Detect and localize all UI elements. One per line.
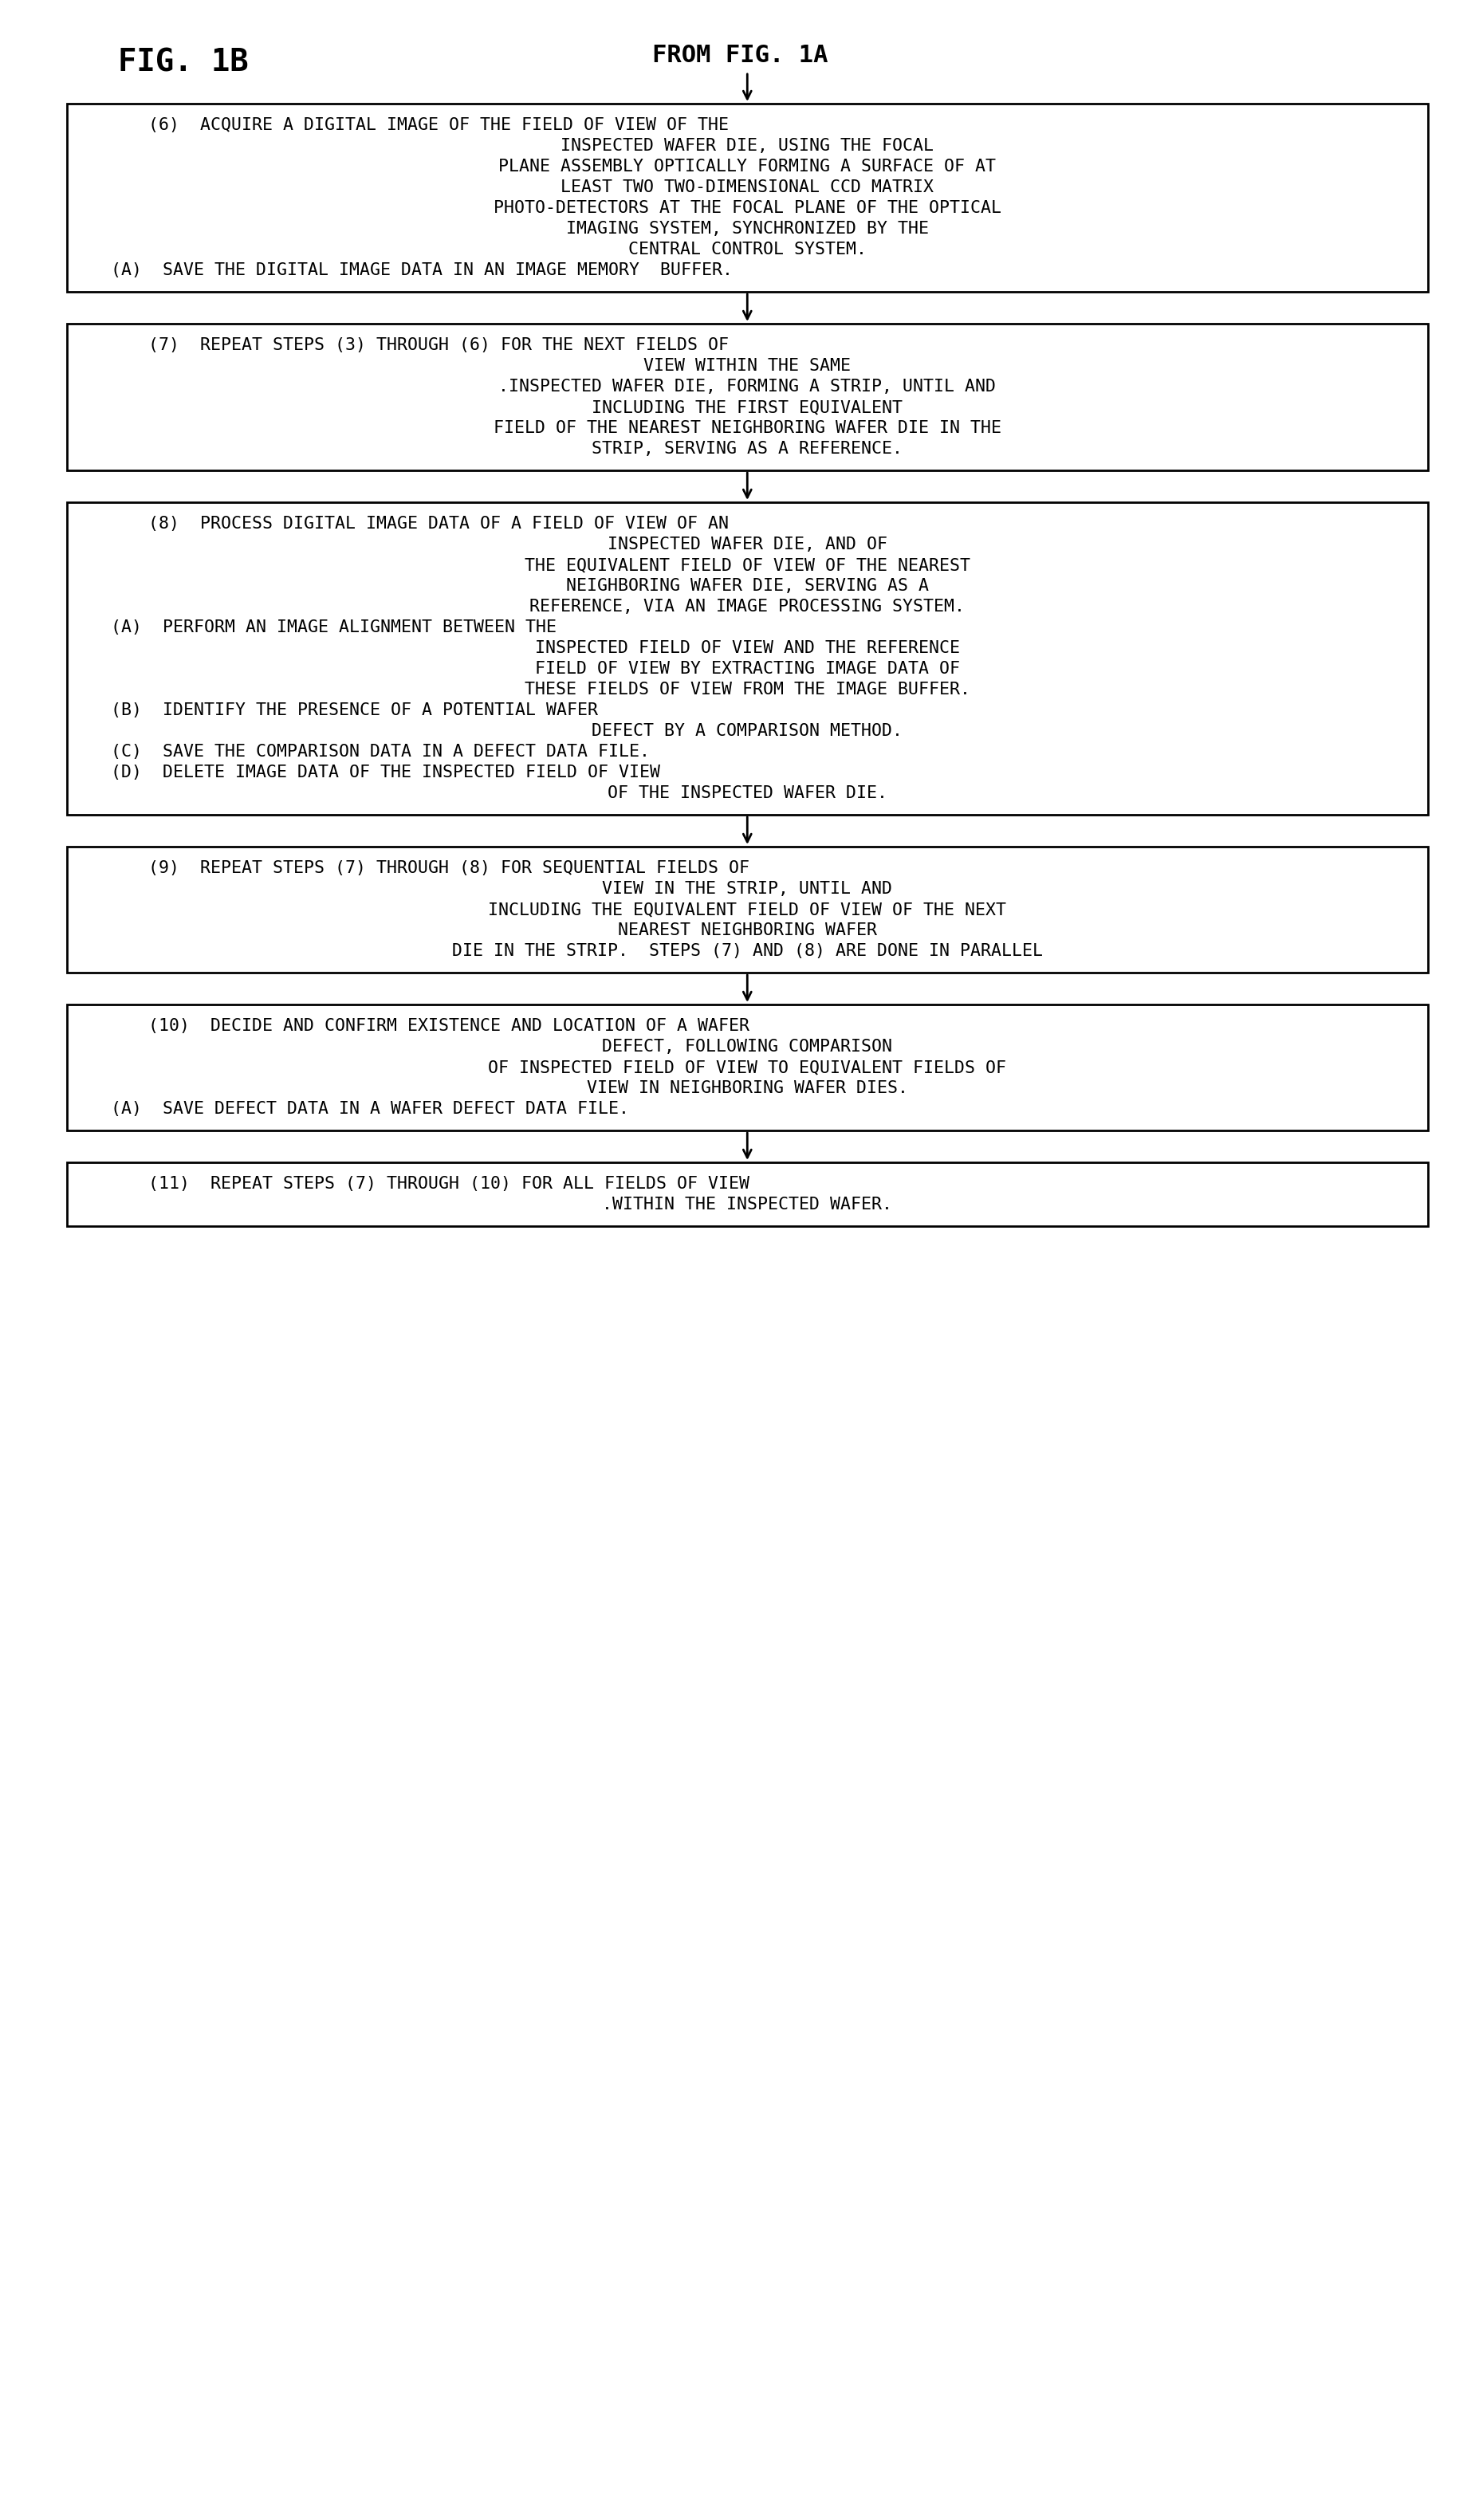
Text: (A)  PERFORM AN IMAGE ALIGNMENT BETWEEN THE: (A) PERFORM AN IMAGE ALIGNMENT BETWEEN T… [111,620,556,635]
Text: INCLUDING THE FIRST EQUIVALENT: INCLUDING THE FIRST EQUIVALENT [592,398,902,416]
Text: DEFECT, FOLLOWING COMPARISON: DEFECT, FOLLOWING COMPARISON [602,1038,892,1056]
Text: THESE FIELDS OF VIEW FROM THE IMAGE BUFFER.: THESE FIELDS OF VIEW FROM THE IMAGE BUFF… [524,680,970,698]
Text: DIE IN THE STRIP.  STEPS (7) AND (8) ARE DONE IN PARALLEL: DIE IN THE STRIP. STEPS (7) AND (8) ARE … [451,942,1043,960]
Text: CENTRAL CONTROL SYSTEM.: CENTRAL CONTROL SYSTEM. [627,242,867,257]
Text: DEFECT BY A COMPARISON METHOD.: DEFECT BY A COMPARISON METHOD. [592,723,902,738]
Bar [67,103,1427,292]
Bar [67,847,1427,973]
Text: OF THE INSPECTED WAFER DIE.: OF THE INSPECTED WAFER DIE. [606,786,887,801]
Text: .WITHIN THE INSPECTED WAFER.: .WITHIN THE INSPECTED WAFER. [602,1197,892,1212]
Text: (A)  SAVE DEFECT DATA IN A WAFER DEFECT DATA FILE.: (A) SAVE DEFECT DATA IN A WAFER DEFECT D… [111,1101,629,1116]
Text: (D)  DELETE IMAGE DATA OF THE INSPECTED FIELD OF VIEW: (D) DELETE IMAGE DATA OF THE INSPECTED F… [111,764,660,781]
Text: (8)  PROCESS DIGITAL IMAGE DATA OF A FIELD OF VIEW OF AN: (8) PROCESS DIGITAL IMAGE DATA OF A FIEL… [148,517,728,532]
Text: (B)  IDENTIFY THE PRESENCE OF A POTENTIAL WAFER: (B) IDENTIFY THE PRESENCE OF A POTENTIAL… [111,703,598,718]
Text: INCLUDING THE EQUIVALENT FIELD OF VIEW OF THE NEXT: INCLUDING THE EQUIVALENT FIELD OF VIEW O… [488,902,1006,917]
Text: .INSPECTED WAFER DIE, FORMING A STRIP, UNTIL AND: .INSPECTED WAFER DIE, FORMING A STRIP, U… [498,378,995,396]
Text: PLANE ASSEMBLY OPTICALLY FORMING A SURFACE OF AT: PLANE ASSEMBLY OPTICALLY FORMING A SURFA… [498,159,995,174]
Text: NEIGHBORING WAFER DIE, SERVING AS A: NEIGHBORING WAFER DIE, SERVING AS A [565,577,929,595]
Text: (10)  DECIDE AND CONFIRM EXISTENCE AND LOCATION OF A WAFER: (10) DECIDE AND CONFIRM EXISTENCE AND LO… [148,1018,748,1033]
Bar [67,1005,1427,1131]
Bar [67,1162,1427,1227]
Text: (A)  SAVE THE DIGITAL IMAGE DATA IN AN IMAGE MEMORY  BUFFER.: (A) SAVE THE DIGITAL IMAGE DATA IN AN IM… [111,262,732,277]
Text: (9)  REPEAT STEPS (7) THROUGH (8) FOR SEQUENTIAL FIELDS OF: (9) REPEAT STEPS (7) THROUGH (8) FOR SEQ… [148,859,748,877]
Text: FIG. 1B: FIG. 1B [118,48,248,78]
Text: (6)  ACQUIRE A DIGITAL IMAGE OF THE FIELD OF VIEW OF THE: (6) ACQUIRE A DIGITAL IMAGE OF THE FIELD… [148,118,728,134]
Bar [67,323,1427,471]
Text: (11)  REPEAT STEPS (7) THROUGH (10) FOR ALL FIELDS OF VIEW: (11) REPEAT STEPS (7) THROUGH (10) FOR A… [148,1177,748,1192]
Text: OF INSPECTED FIELD OF VIEW TO EQUIVALENT FIELDS OF: OF INSPECTED FIELD OF VIEW TO EQUIVALENT… [488,1058,1006,1076]
Text: THE EQUIVALENT FIELD OF VIEW OF THE NEAREST: THE EQUIVALENT FIELD OF VIEW OF THE NEAR… [524,557,970,572]
Bar [67,501,1427,814]
Text: FROM FIG. 1A: FROM FIG. 1A [652,43,827,68]
Text: PHOTO-DETECTORS AT THE FOCAL PLANE OF THE OPTICAL: PHOTO-DETECTORS AT THE FOCAL PLANE OF TH… [493,199,1001,217]
Text: (C)  SAVE THE COMPARISON DATA IN A DEFECT DATA FILE.: (C) SAVE THE COMPARISON DATA IN A DEFECT… [111,743,649,759]
Text: INSPECTED WAFER DIE, USING THE FOCAL: INSPECTED WAFER DIE, USING THE FOCAL [561,139,933,154]
Text: REFERENCE, VIA AN IMAGE PROCESSING SYSTEM.: REFERENCE, VIA AN IMAGE PROCESSING SYSTE… [529,600,964,615]
Text: STRIP, SERVING AS A REFERENCE.: STRIP, SERVING AS A REFERENCE. [592,441,902,456]
Text: FIELD OF THE NEAREST NEIGHBORING WAFER DIE IN THE: FIELD OF THE NEAREST NEIGHBORING WAFER D… [493,421,1001,436]
Text: VIEW IN THE STRIP, UNTIL AND: VIEW IN THE STRIP, UNTIL AND [602,882,892,897]
Text: INSPECTED WAFER DIE, AND OF: INSPECTED WAFER DIE, AND OF [606,537,887,552]
Text: VIEW IN NEIGHBORING WAFER DIES.: VIEW IN NEIGHBORING WAFER DIES. [586,1081,908,1096]
Text: NEAREST NEIGHBORING WAFER: NEAREST NEIGHBORING WAFER [617,922,877,937]
Text: VIEW WITHIN THE SAME: VIEW WITHIN THE SAME [643,358,850,373]
Text: INSPECTED FIELD OF VIEW AND THE REFERENCE: INSPECTED FIELD OF VIEW AND THE REFERENC… [534,640,960,655]
Text: FIELD OF VIEW BY EXTRACTING IMAGE DATA OF: FIELD OF VIEW BY EXTRACTING IMAGE DATA O… [534,660,960,678]
Text: IMAGING SYSTEM, SYNCHRONIZED BY THE: IMAGING SYSTEM, SYNCHRONIZED BY THE [565,222,929,237]
Text: (7)  REPEAT STEPS (3) THROUGH (6) FOR THE NEXT FIELDS OF: (7) REPEAT STEPS (3) THROUGH (6) FOR THE… [148,338,728,353]
Text: LEAST TWO TWO-DIMENSIONAL CCD MATRIX: LEAST TWO TWO-DIMENSIONAL CCD MATRIX [561,179,933,197]
